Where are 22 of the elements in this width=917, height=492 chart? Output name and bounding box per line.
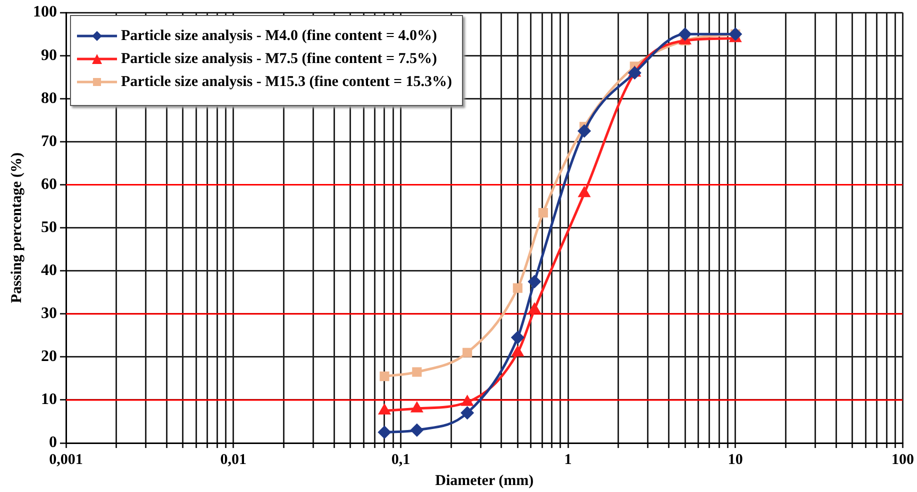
x-axis-title: Diameter (mm)	[435, 472, 534, 489]
y-tick-label: 100	[33, 4, 57, 21]
y-tick-label: 30	[41, 305, 57, 322]
y-tick-label: 80	[41, 90, 57, 107]
x-tick-label: 10	[728, 452, 743, 468]
legend-label: Particle size analysis - M7.5 (fine content = 7.5%)	[121, 50, 437, 68]
x-tick-label: 0,01	[220, 452, 246, 468]
y-tick-label: 90	[41, 46, 57, 64]
legend-label: Particle size analysis - M15.3 (fine content = 15.3%)	[121, 74, 452, 91]
x-tick-label: 0,001	[49, 452, 83, 468]
y-tick-label: 40	[41, 262, 57, 279]
y-tick-label: 20	[41, 348, 57, 366]
y-axis-title: Passing percentage (%)	[8, 152, 25, 304]
y-tick-label: 50	[41, 218, 57, 236]
legend-label: Particle size analysis - M4.0 (fine content = 4.0%)	[121, 28, 437, 45]
y-tick-label: 60	[41, 176, 57, 193]
y-tick-label: 0	[49, 434, 57, 452]
x-tick-label: 1	[564, 452, 572, 468]
x-tick-label: 0,1	[391, 452, 410, 468]
x-tick-label: 100	[892, 452, 914, 468]
y-tick-label: 70	[41, 132, 57, 150]
y-tick-label: 10	[41, 391, 57, 408]
